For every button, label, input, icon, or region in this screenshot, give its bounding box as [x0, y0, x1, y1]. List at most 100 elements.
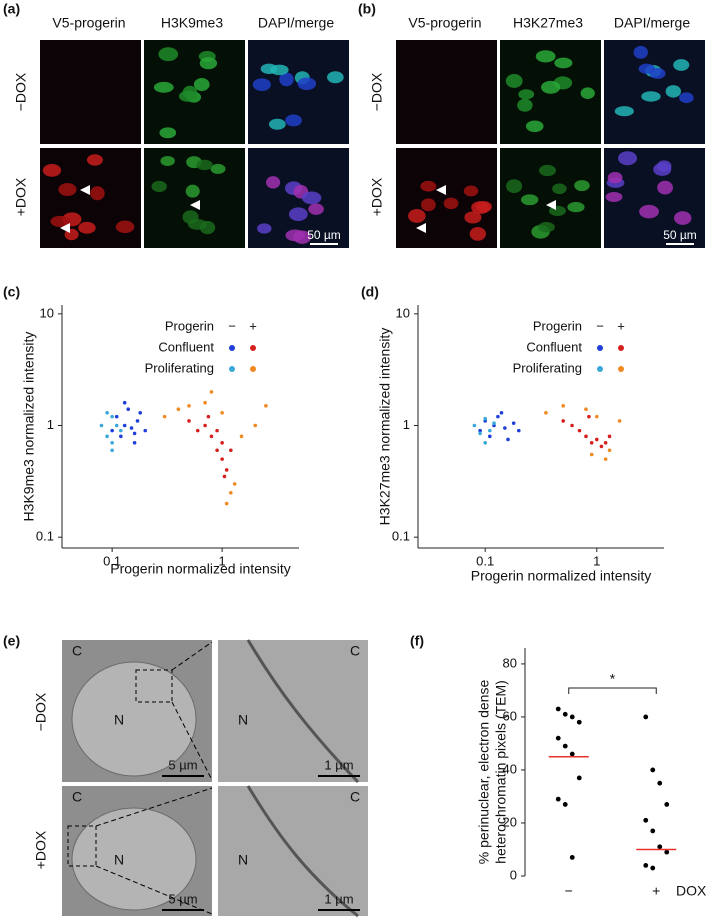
point [224, 501, 229, 506]
nucleus [633, 45, 648, 59]
point [119, 428, 123, 433]
point [478, 428, 482, 433]
significance-label: * [610, 671, 616, 687]
point [643, 817, 649, 823]
x-tick-label: 1 [219, 553, 226, 568]
nucleus [506, 179, 523, 194]
nucleus [674, 211, 692, 225]
column-header: H3K9me3 [161, 15, 223, 31]
nucleus [297, 77, 317, 91]
panel-label: (d) [361, 284, 379, 300]
point [607, 448, 612, 453]
legend-marker [229, 366, 235, 372]
nucleus [443, 197, 459, 210]
row-label: −DOX [369, 72, 385, 111]
row-label: +DOX [33, 830, 49, 869]
nucleus [182, 210, 199, 224]
point [664, 802, 670, 807]
nucleus [649, 67, 666, 79]
point [561, 404, 566, 408]
legend-marker [229, 345, 235, 351]
nucleus [535, 50, 556, 63]
nucleus [525, 120, 544, 133]
point [187, 404, 191, 408]
y-axis-label: H3K27me3 normalized intensity [377, 328, 393, 526]
nucleus [520, 194, 539, 206]
point [132, 441, 137, 445]
nucleus [327, 71, 344, 84]
point [224, 468, 229, 472]
arrowhead [60, 223, 70, 233]
panel-label: (c) [3, 284, 20, 300]
point [555, 735, 561, 741]
y-tick-label: 1 [403, 417, 410, 432]
point [657, 844, 663, 850]
point [209, 390, 214, 394]
nucleus [158, 47, 179, 62]
arrowhead [416, 223, 426, 233]
point [483, 441, 487, 445]
point [569, 714, 575, 720]
point [561, 419, 566, 423]
arrowhead [190, 200, 200, 210]
nucleus [199, 57, 218, 70]
legend-marker [618, 345, 624, 351]
nucleus [42, 163, 62, 177]
point [220, 410, 224, 415]
nucleus [605, 191, 623, 202]
nucleus [58, 183, 77, 196]
zoom-line [95, 865, 213, 915]
nucleus [679, 92, 694, 104]
panel-label: (f) [410, 633, 424, 649]
point [650, 767, 656, 773]
nucleus [270, 64, 289, 76]
legend-marker [250, 366, 256, 372]
y-tick-label: 1 [47, 417, 54, 432]
point [664, 849, 670, 855]
legend-label: Proliferating [145, 360, 214, 375]
y-tick-label: 0.1 [392, 529, 410, 544]
nucleus [159, 127, 177, 139]
nucleus [475, 201, 492, 213]
point [176, 407, 181, 411]
y-axis-label: % perinuclear, electron dense [476, 680, 492, 865]
y-axis-label: H3K9me3 normalized intensity [21, 332, 37, 522]
y-tick-label: 10 [396, 305, 410, 320]
point [496, 414, 500, 419]
legend-column: − [228, 318, 236, 333]
nucleus [293, 230, 312, 244]
nucleus [607, 171, 623, 184]
point [114, 414, 119, 419]
nuclear-envelope [246, 785, 359, 918]
point [122, 400, 127, 405]
point [562, 743, 568, 749]
nuclear-envelope [246, 639, 360, 784]
legend-marker [250, 345, 256, 351]
image-annotations: 50 µm 50 µm 5 µm C N 1 µm C N 5 µm C N 1 µm C N [60, 185, 697, 915]
point [562, 802, 568, 807]
point [132, 431, 137, 436]
y-tick-label: 10 [40, 305, 54, 320]
nucleus [580, 87, 595, 99]
nucleus [517, 98, 533, 112]
point [603, 441, 608, 445]
point [650, 828, 656, 834]
region-label: N [114, 712, 124, 728]
point [595, 437, 599, 442]
point [506, 437, 510, 442]
zoom-line [95, 787, 213, 827]
nucleus [288, 207, 308, 222]
point [264, 404, 268, 408]
nucleus [464, 211, 482, 224]
nucleus [268, 118, 286, 130]
point [643, 714, 649, 720]
point [114, 423, 119, 428]
legend-label: Confluent [158, 339, 214, 354]
nucleus [185, 184, 200, 198]
point [129, 426, 134, 430]
nucleus [653, 163, 672, 176]
point [110, 414, 114, 419]
nucleus [90, 186, 105, 201]
point [209, 434, 214, 439]
region-label: N [114, 852, 124, 868]
